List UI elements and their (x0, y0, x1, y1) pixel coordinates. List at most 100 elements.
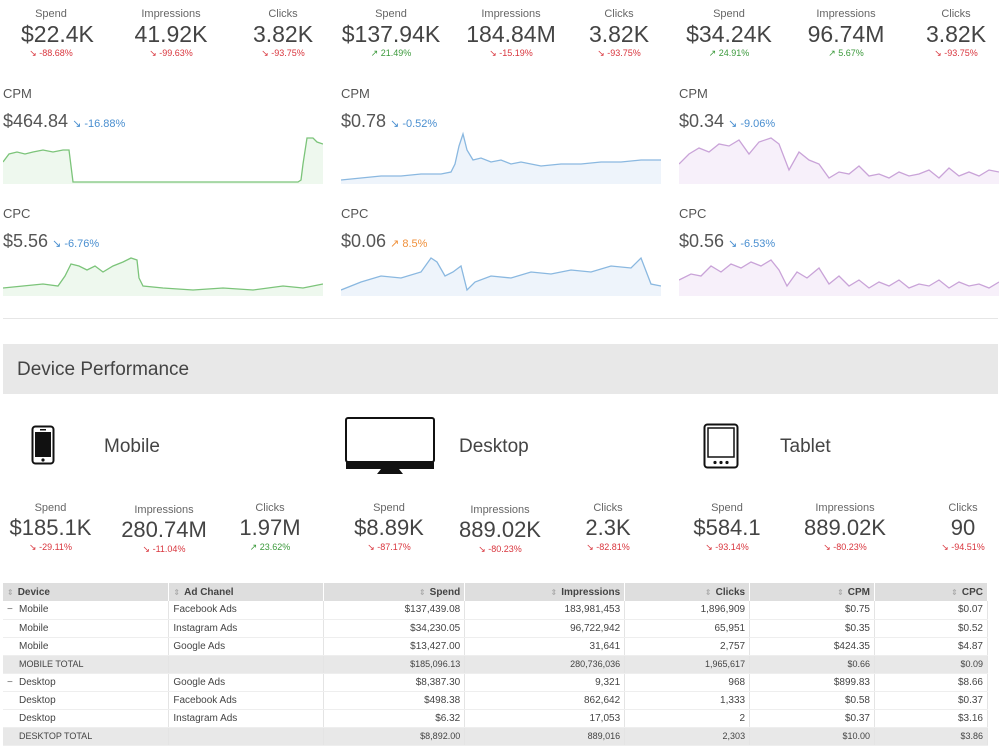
cell-cpc: $0.37 (874, 691, 988, 710)
column-header-clicks[interactable]: ⇕ Clicks (624, 583, 751, 601)
metric-number: $0.34 (679, 111, 725, 131)
table-row: Mobile Instagram Ads $34,230.05 96,722,9… (3, 619, 988, 638)
kpi-value: 41.92K (134, 21, 208, 47)
kpi-clicks: Clicks 3.82K ↘ -93.75% (587, 8, 651, 59)
column-header-cpm[interactable]: ⇕ CPM (749, 583, 875, 601)
cell-clicks: 2,303 (624, 727, 751, 746)
cell-spend: $6.32 (323, 709, 466, 728)
cpc-metric: CPC $5.56 ↘ -6.76% (3, 206, 325, 306)
cell-cpm: $0.35 (749, 619, 875, 638)
kpi-spend: Spend $34.24K ↗ 24.91% (679, 8, 779, 59)
cell-channel (168, 655, 325, 674)
sort-icon[interactable]: ⇕ (173, 587, 181, 597)
sort-icon[interactable]: ⇕ (7, 587, 14, 597)
device-card-desktop: Desktop Spend $8.89K ↘ -87.17% Impressio… (341, 415, 663, 565)
metric-number: $0.78 (341, 111, 387, 131)
sparkline-area (341, 134, 661, 184)
sort-icon[interactable]: ⇕ (550, 587, 558, 597)
cpc-metric: CPC $0.06 ↗ 8.5% (341, 206, 663, 306)
cpc-sparkline (3, 257, 323, 296)
sort-icon[interactable]: ⇕ (951, 587, 958, 597)
kpi-row: Spend $22.4K ↘ -88.68% Impressions 41.92… (3, 8, 325, 68)
section-header: Device Performance (3, 344, 998, 394)
sparkline-line (679, 259, 999, 289)
cell-clicks: 1,333 (624, 691, 751, 710)
collapse-icon[interactable]: − (7, 676, 13, 688)
cell-clicks: 65,951 (624, 619, 751, 638)
column-label: Clicks (715, 586, 746, 598)
kpi-change: ↘ -93.14% (705, 542, 749, 552)
kpi-label: Spend (34, 502, 67, 514)
cell-impressions: 9,321 (464, 673, 626, 692)
sparkline-line (3, 137, 323, 183)
kpi-value: 3.82K (925, 21, 987, 47)
kpi-change: ↘ -11.04% (142, 544, 186, 554)
kpi-label: Clicks (941, 8, 971, 20)
table-row: Desktop Facebook Ads $498.38 862,642 1,3… (3, 691, 988, 710)
kpi-value: $34.24K (686, 21, 772, 47)
metric-number: $5.56 (3, 231, 49, 251)
kpi-change: ↗ 21.49% (370, 48, 412, 58)
device-name: Desktop (459, 436, 529, 457)
cell-impressions: 862,642 (464, 691, 626, 710)
kpi-value: 889.02K (804, 515, 886, 540)
cell-channel: Facebook Ads (168, 691, 325, 710)
cell-text: DESKTOP TOTAL (19, 731, 93, 741)
column-header-spend[interactable]: ⇕ Spend (323, 583, 466, 601)
cell-spend: $13,427.00 (323, 637, 466, 656)
cell-text: Mobile (19, 622, 49, 634)
collapse-icon[interactable]: − (7, 604, 13, 616)
kpi-change: ↘ -88.68% (29, 48, 73, 58)
cell-cpm: $0.58 (749, 691, 875, 710)
kpi-value: $22.4K (21, 21, 94, 47)
cell-text: Desktop (19, 712, 56, 724)
column-header-ad-channel[interactable]: ⇕ Ad Chanel (168, 583, 325, 601)
sort-icon[interactable]: ⇕ (418, 587, 426, 597)
desktop-monitor-icon (345, 417, 435, 474)
kpi-label: Spend (35, 8, 67, 20)
kpi-impressions: Impressions 889.02K ↘ -80.23% (455, 504, 545, 555)
cell-channel: Facebook Ads (168, 601, 325, 620)
cell-spend: $137,439.08 (323, 601, 466, 620)
kpi-change: ↘ -87.17% (367, 542, 411, 552)
cell-impressions: 280,736,036 (464, 655, 626, 674)
kpi-label: Spend (375, 8, 407, 20)
column-label: Impressions (561, 586, 621, 598)
kpi-spend: Spend $8.89K ↘ -87.17% (349, 502, 429, 553)
sparkline-line (341, 256, 661, 292)
kpi-impressions: Impressions 889.02K ↘ -80.23% (799, 502, 891, 553)
cell-clicks: 1,896,909 (624, 601, 751, 620)
table-row: − Mobile Facebook Ads $137,439.08 183,981… (3, 601, 988, 620)
kpi-change: ↘ -82.81% (586, 542, 630, 552)
sort-icon[interactable]: ⇕ (837, 587, 844, 597)
kpi-label: Spend (713, 8, 745, 20)
kpi-value: 280.74M (121, 517, 207, 542)
kpi-label: Clicks (593, 502, 623, 514)
kpi-value: 184.84M (466, 21, 556, 47)
device-card-mobile: Mobile Spend $185.1K ↘ -29.11% Impressio… (3, 415, 325, 565)
kpi-value: 96.74M (807, 21, 885, 47)
metric-change: ↗ 8.5% (390, 238, 428, 250)
cell-cpc: $4.87 (874, 637, 988, 656)
metric-name: CPC (3, 206, 31, 221)
kpi-change: ↘ -93.75% (261, 48, 305, 58)
kpi-change: ↘ -80.23% (823, 542, 867, 552)
column-label: CPC (961, 586, 983, 598)
cpc-sparkline (679, 259, 999, 296)
kpi-impressions: Impressions 184.84M ↘ -15.19% (461, 8, 561, 59)
column-header-cpc[interactable]: ⇕ CPC (874, 583, 988, 601)
kpi-change: ↘ -99.63% (149, 48, 193, 58)
column-header-impressions[interactable]: ⇕ Impressions (464, 583, 626, 601)
column-header-device[interactable]: ⇕ Device (3, 583, 170, 601)
cell-text: Mobile (19, 604, 49, 616)
table-total-row: DESKTOP TOTAL $8,892.00 889,016 2,303 $1… (3, 727, 988, 746)
kpi-spend: Spend $584.1 ↘ -93.14% (687, 502, 767, 553)
cell-channel: Google Ads (168, 637, 325, 656)
section-title: Device Performance (17, 359, 190, 380)
cell-text: Desktop (19, 676, 56, 688)
cell-channel: Instagram Ads (168, 619, 325, 638)
sort-icon[interactable]: ⇕ (704, 587, 712, 597)
sparkline-line (341, 131, 661, 181)
kpi-value: 2.3K (585, 515, 631, 540)
cell-text: Mobile (19, 640, 49, 652)
